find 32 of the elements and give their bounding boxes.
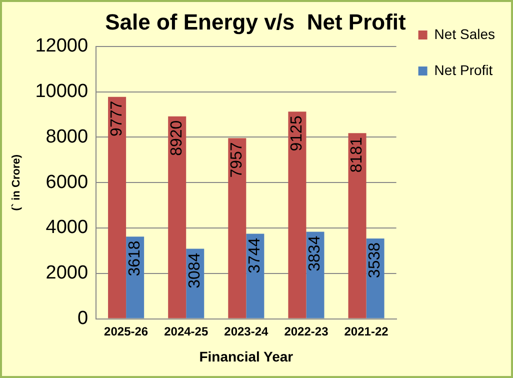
bar <box>348 133 366 318</box>
bar <box>168 116 186 318</box>
data-label: 3744 <box>246 238 264 274</box>
data-label: 7957 <box>228 142 246 178</box>
x-tick-label: 2022-23 <box>284 324 329 338</box>
x-tick-label: 2021-22 <box>344 324 389 338</box>
x-tick-label: 2024-25 <box>164 324 208 338</box>
legend-label: Net Sales <box>434 26 496 42</box>
y-axis-title: (` in Crore) <box>10 154 23 211</box>
data-label: 9125 <box>288 116 306 152</box>
y-tick-label: 0 <box>77 308 88 330</box>
bar <box>288 112 306 318</box>
x-axis-title: Financial Year <box>199 348 294 364</box>
chart-title: Sale of Energy v/s Net Profit <box>105 9 407 34</box>
x-tick-label: 2023-24 <box>224 324 269 338</box>
y-tick-label: 4000 <box>46 217 88 238</box>
data-label: 9777 <box>108 100 126 136</box>
x-tick-label: 2025-26 <box>104 324 148 338</box>
y-tick-label: 6000 <box>46 172 88 193</box>
data-label: 8920 <box>168 120 186 156</box>
legend-label: Net Profit <box>434 62 493 78</box>
data-label: 3538 <box>366 242 384 278</box>
y-tick-label: 8000 <box>46 126 88 148</box>
data-label: 8181 <box>348 136 366 173</box>
bar <box>228 138 246 318</box>
bar <box>108 96 126 318</box>
data-label: 3084 <box>186 252 204 288</box>
data-label: 3618 <box>126 240 144 276</box>
y-tick-label: 2000 <box>46 262 88 284</box>
y-tick-label: 10000 <box>35 81 88 102</box>
y-tick-label: 12000 <box>35 36 88 57</box>
data-label: 3834 <box>306 236 324 272</box>
